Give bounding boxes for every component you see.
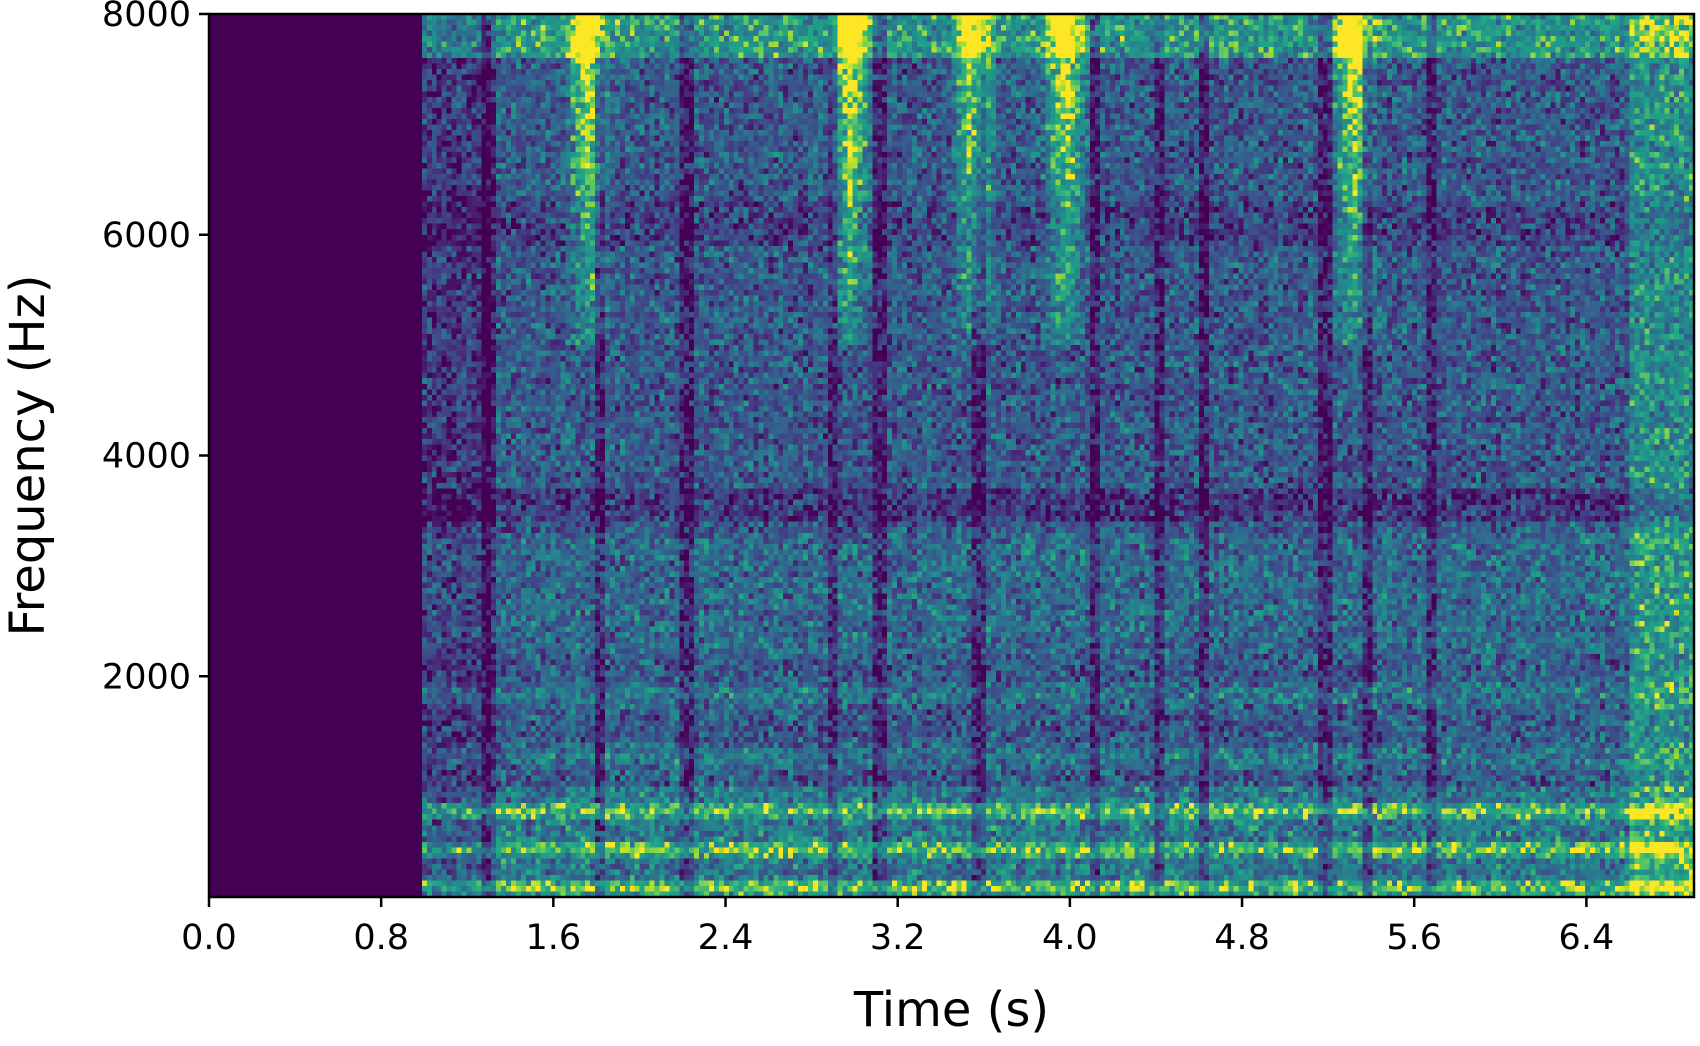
x-tick-label: 3.2 [870,918,926,958]
x-tick-label: 6.4 [1559,918,1615,958]
y-axis: 2000 4000 6000 8000 [102,0,209,697]
y-axis-label: Frequency (Hz) [0,275,56,637]
x-axis-label: Time (s) [853,982,1049,1038]
x-axis: 0.0 0.8 1.6 2.4 3.2 4.0 4.8 5.6 6.4 [181,897,1614,958]
y-tick-label: 2000 [102,657,191,697]
y-tick-label: 4000 [102,437,191,477]
x-tick-label: 0.8 [353,918,409,958]
y-tick-label: 8000 [102,0,191,35]
spectrogram-heatmap [209,14,1694,897]
x-tick-label: 4.0 [1042,918,1098,958]
x-tick-label: 2.4 [698,918,754,958]
x-tick-label: 1.6 [526,918,582,958]
x-tick-label: 0.0 [181,918,237,958]
plot-area [207,12,1696,899]
x-tick-label: 5.6 [1386,918,1442,958]
x-tick-label: 4.8 [1214,918,1270,958]
y-tick-label: 6000 [102,216,191,256]
